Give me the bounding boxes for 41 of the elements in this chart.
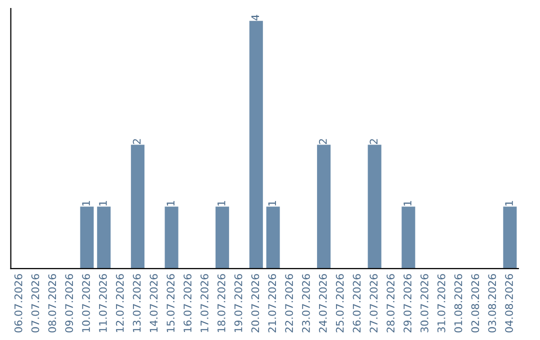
x-tick-label: 18.07.2026 bbox=[217, 274, 226, 332]
x-tick-label: 07.07.2026 bbox=[31, 274, 40, 332]
x-tick-label: 31.07.2026 bbox=[437, 274, 446, 332]
x-tick-label: 20.07.2026 bbox=[251, 274, 260, 332]
data-label: 1 bbox=[268, 201, 276, 206]
x-tick-label: 04.08.2026 bbox=[505, 274, 513, 332]
data-label: 1 bbox=[218, 201, 226, 206]
x-tick-label: 09.07.2026 bbox=[65, 274, 74, 332]
x-tick-label: 25.07.2026 bbox=[336, 274, 344, 332]
x-tick-label: 19.07.2026 bbox=[234, 274, 242, 332]
data-label: 1 bbox=[404, 201, 412, 206]
x-tick-label: 26.07.2026 bbox=[352, 274, 361, 332]
x-tick-label: 01.08.2026 bbox=[454, 274, 462, 332]
data-label: 1 bbox=[82, 201, 90, 206]
x-tick-label: 14.07.2026 bbox=[150, 274, 158, 332]
data-label: 2 bbox=[318, 139, 327, 144]
data-label: 2 bbox=[132, 139, 141, 144]
x-tick-label: 08.07.2026 bbox=[48, 274, 56, 332]
x-tick-label: 21.07.2026 bbox=[268, 274, 276, 332]
x-tick-label: 02.08.2026 bbox=[471, 274, 480, 332]
x-tick-label: 22.07.2026 bbox=[285, 274, 293, 332]
data-label: 2 bbox=[370, 139, 378, 144]
x-tick-label: 10.07.2026 bbox=[82, 274, 90, 332]
x-tick-label: 27.07.2026 bbox=[370, 274, 378, 332]
data-label: 1 bbox=[166, 201, 174, 206]
x-tick-label: 06.07.2026 bbox=[14, 274, 22, 332]
data-label: 1 bbox=[99, 201, 107, 206]
x-tick-label: 24.07.2026 bbox=[318, 274, 327, 332]
x-tick-label: 03.08.2026 bbox=[488, 274, 496, 332]
x-tick-label: 16.07.2026 bbox=[184, 274, 192, 332]
x-tick-label: 17.07.2026 bbox=[200, 274, 208, 332]
x-tick-label: 12.07.2026 bbox=[116, 274, 124, 332]
x-tick-label: 11.07.2026 bbox=[99, 274, 107, 332]
x-tick-label: 13.07.2026 bbox=[132, 274, 141, 332]
x-tick-label: 29.07.2026 bbox=[404, 274, 412, 332]
x-tick-label: 28.07.2026 bbox=[386, 274, 395, 332]
x-tick-label: 15.07.2026 bbox=[166, 274, 175, 332]
data-label: 1 bbox=[505, 201, 513, 206]
x-tick-label: 30.07.2026 bbox=[420, 274, 428, 332]
data-label: 4 bbox=[251, 14, 260, 20]
x-tick-label: 23.07.2026 bbox=[302, 274, 310, 332]
